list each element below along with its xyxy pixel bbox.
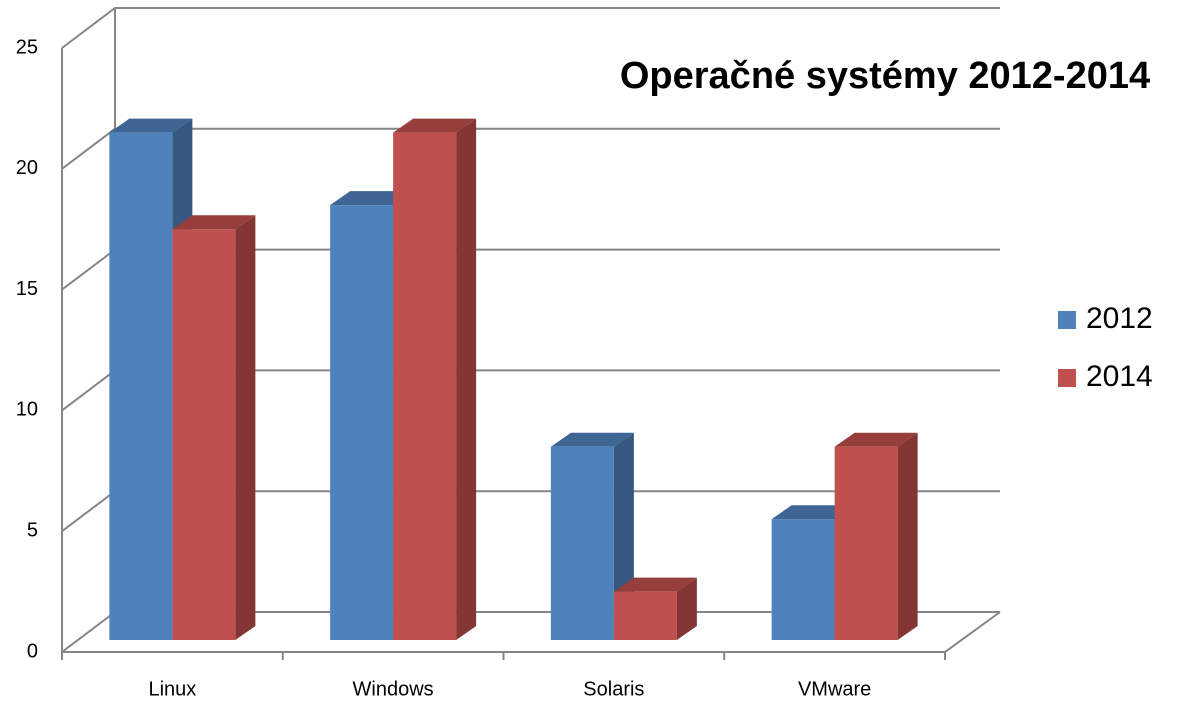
bar-top [393,118,477,133]
y-tick-label: 15 [16,278,38,300]
bar [834,432,918,640]
bar [613,577,697,640]
y-tick-label: 25 [16,36,38,58]
chart-title: Operačné systémy 2012-2014 [620,55,1150,97]
x-tick-label: VMware [798,678,871,700]
y-tick-label: 5 [27,519,38,541]
bar-front [330,205,394,640]
legend-label: 2014 [1086,360,1153,393]
bar-top [109,118,193,133]
y-tick-label: 0 [27,640,38,662]
bar-side [897,432,918,640]
x-tick-label: Linux [148,678,196,700]
y-tick-label: 20 [16,157,38,179]
bar-front [109,132,173,640]
bar-front [172,229,236,640]
bar-front [834,446,898,640]
bar-side [456,118,477,640]
bar-front [393,132,457,640]
bar-top [771,505,855,520]
bar-top [834,432,918,447]
bar-top [330,191,414,206]
bar-top [550,432,634,447]
x-tick-label: Windows [353,678,434,700]
legend-label: 2012 [1086,302,1153,335]
grid-line [61,7,1000,49]
bar [172,215,256,640]
bar-side [235,215,256,640]
bar-front [771,519,835,640]
legend-swatch [1058,369,1076,387]
bar [393,118,477,640]
x-tick-label: Solaris [583,678,644,700]
bar-side [676,577,697,640]
bar-front [613,591,677,640]
bar-front [550,446,614,640]
grid-line [61,127,1000,170]
legend-swatch [1058,311,1076,329]
bar-top [613,577,697,592]
bar-top [172,215,256,230]
y-tick-label: 10 [16,399,38,421]
